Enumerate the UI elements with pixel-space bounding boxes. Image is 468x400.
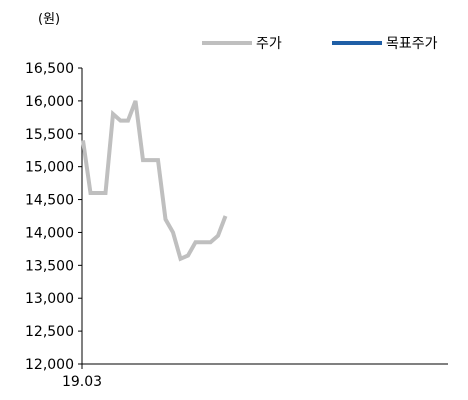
y-tick-label: 14,500 [25, 193, 74, 209]
y-tick-label: 13,000 [25, 291, 74, 307]
legend-label-target: 목표주가 [386, 36, 438, 52]
y-tick-label: 13,500 [25, 258, 74, 274]
legend-label-price: 주가 [256, 36, 282, 52]
y-axis-unit-label: (원) [38, 12, 61, 27]
y-tick-label: 16,500 [25, 61, 74, 77]
y-tick-label: 12,500 [25, 324, 74, 340]
y-tick-label: 14,000 [25, 225, 74, 241]
y-tick-label: 16,000 [25, 94, 74, 110]
series-line-price [81, 100, 228, 262]
y-tick-label: 12,000 [25, 357, 74, 373]
y-tick-label: 15,000 [25, 160, 74, 176]
y-tick-label: 15,500 [25, 127, 74, 143]
x-tick-label: 19.03 [62, 374, 102, 390]
